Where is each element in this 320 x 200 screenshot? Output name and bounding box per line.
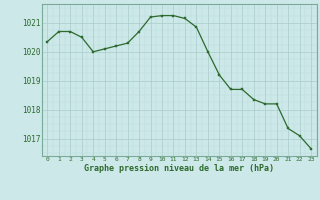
X-axis label: Graphe pression niveau de la mer (hPa): Graphe pression niveau de la mer (hPa) — [84, 164, 274, 173]
